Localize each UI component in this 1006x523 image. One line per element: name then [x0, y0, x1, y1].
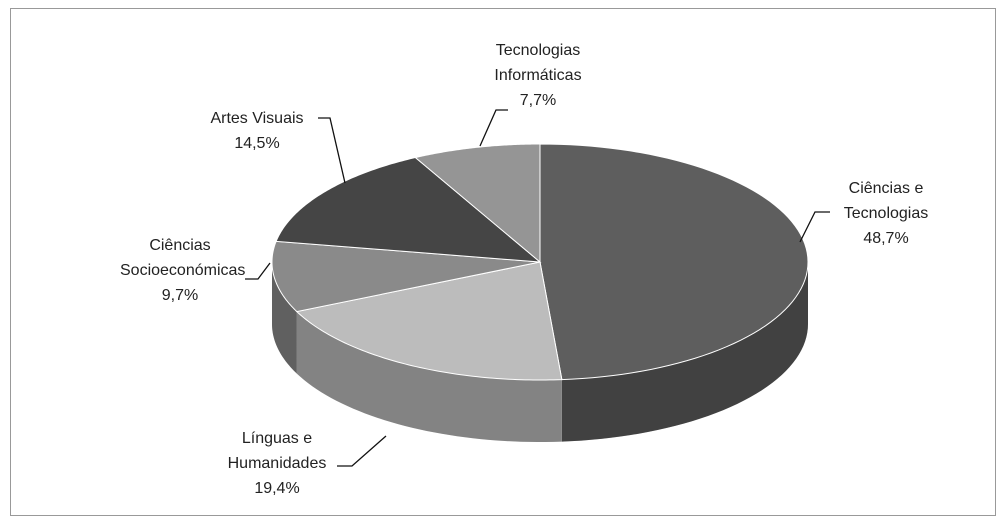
leader-line — [479, 109, 508, 147]
data-label: Línguas e Humanidades 19,4% — [207, 426, 347, 501]
leader-line — [245, 262, 271, 280]
label-name: Ciências e Tecnologias — [843, 180, 929, 222]
slice — [275, 156, 542, 263]
slice — [414, 143, 541, 264]
data-label: Ciências e Tecnologias 48,7% — [826, 176, 946, 251]
label-value: 7,7% — [519, 92, 557, 109]
slice — [271, 240, 541, 313]
label-name: Artes Visuais — [210, 110, 304, 127]
slice — [539, 143, 809, 381]
slice-side-shade — [561, 262, 808, 442]
label-value: 9,7% — [161, 287, 199, 304]
leader-line — [337, 435, 387, 467]
data-label: Artes Visuais 14,5% — [187, 106, 327, 156]
slice — [295, 261, 563, 381]
slice-side — [561, 262, 808, 442]
leader-line — [318, 117, 346, 184]
slice-side — [272, 262, 297, 374]
slice-side — [296, 311, 562, 442]
slice-side-shade — [296, 311, 562, 442]
pie — [271, 143, 809, 442]
label-name: Ciências Socioeconómicas — [120, 237, 246, 279]
label-value: 14,5% — [234, 135, 280, 152]
data-label: Tecnologias Informáticas 7,7% — [468, 38, 608, 113]
leader-line — [799, 211, 830, 243]
slice-side-shade — [272, 262, 297, 374]
label-name: Línguas e Humanidades — [227, 430, 327, 472]
leader-lines — [245, 109, 830, 467]
label-name: Tecnologias Informáticas — [494, 42, 582, 84]
data-label: Ciências Socioeconómicas 9,7% — [120, 233, 246, 308]
label-value: 48,7% — [863, 230, 909, 247]
label-value: 19,4% — [254, 480, 300, 497]
